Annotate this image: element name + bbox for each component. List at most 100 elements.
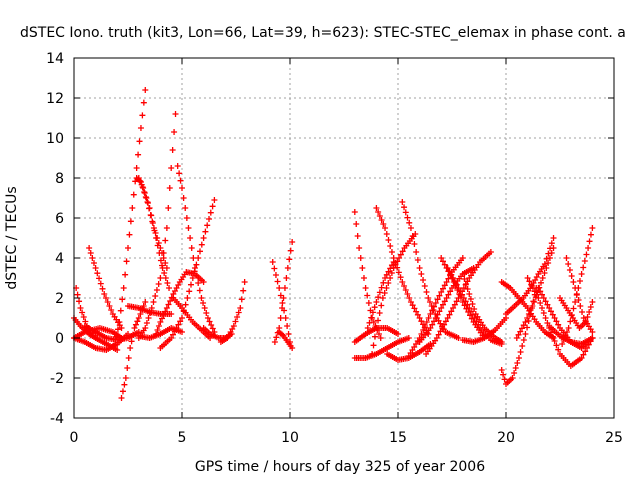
data-point	[527, 307, 534, 313]
data-point	[138, 181, 145, 188]
data-point	[539, 275, 546, 281]
data-point	[578, 271, 585, 277]
data-point	[541, 270, 548, 276]
data-point	[127, 345, 134, 351]
data-point	[462, 298, 469, 305]
data-point	[500, 371, 507, 378]
data-point	[407, 225, 414, 231]
data-point	[387, 243, 394, 249]
data-point	[395, 269, 402, 276]
data-point	[537, 288, 544, 295]
data-point	[176, 170, 183, 177]
data-point	[360, 275, 367, 281]
data-point	[204, 315, 211, 321]
data-point	[162, 275, 169, 281]
data-point	[135, 175, 142, 181]
data-point	[284, 265, 291, 271]
data-point	[406, 295, 413, 301]
data-point	[530, 285, 536, 291]
data-point	[125, 355, 132, 361]
data-point	[511, 370, 518, 376]
data-point	[431, 303, 437, 310]
data-point	[416, 265, 423, 271]
data-point	[129, 205, 136, 211]
data-point	[383, 231, 390, 237]
data-point	[281, 285, 288, 291]
data-point	[140, 185, 147, 191]
data-point	[96, 275, 103, 282]
data-point	[142, 87, 149, 93]
data-point	[464, 301, 471, 308]
data-point	[168, 311, 175, 317]
data-point	[388, 249, 395, 255]
data-point	[354, 233, 361, 239]
data-point	[209, 325, 216, 332]
data-point	[385, 268, 392, 275]
data-point	[166, 185, 173, 191]
data-point	[418, 271, 425, 277]
data-point	[570, 305, 577, 312]
data-point	[429, 321, 436, 328]
data-point	[457, 288, 464, 295]
y-tick-label: 8	[55, 171, 64, 187]
data-point	[427, 325, 434, 331]
data-point	[162, 237, 169, 244]
data-point	[279, 305, 286, 311]
data-point	[459, 255, 466, 261]
data-point	[116, 319, 123, 325]
data-point	[531, 288, 538, 295]
data-point	[193, 272, 200, 279]
data-point	[364, 325, 371, 331]
data-point	[434, 296, 441, 303]
data-point	[395, 331, 401, 337]
data-point	[468, 308, 475, 315]
data-point	[187, 235, 194, 241]
data-point	[144, 200, 151, 206]
data-point	[459, 291, 466, 298]
data-point	[371, 333, 378, 340]
data-point	[467, 296, 474, 302]
data-point	[550, 335, 557, 341]
data-point	[518, 325, 525, 332]
data-point	[387, 275, 394, 281]
data-point	[572, 299, 579, 305]
data-point	[153, 287, 160, 293]
data-point	[548, 240, 555, 247]
data-point	[364, 292, 371, 299]
data-point	[441, 298, 448, 305]
data-point	[139, 112, 146, 119]
data-point	[407, 299, 414, 305]
data-point	[409, 233, 416, 239]
data-point	[289, 239, 296, 245]
data-point	[241, 279, 248, 285]
data-point	[117, 307, 124, 314]
data-point	[401, 283, 408, 289]
data-point	[271, 265, 278, 272]
data-point	[445, 291, 452, 298]
data-point	[175, 321, 182, 328]
data-point	[565, 325, 572, 331]
data-point	[469, 301, 476, 307]
data-point	[399, 279, 406, 285]
series-dstec	[71, 87, 596, 401]
data-point	[553, 318, 560, 325]
data-point	[549, 333, 556, 340]
data-point	[272, 272, 279, 278]
data-point	[528, 281, 535, 288]
data-point	[180, 195, 187, 201]
data-point	[160, 250, 167, 256]
data-point	[441, 261, 448, 268]
data-point	[157, 319, 164, 325]
data-point	[177, 318, 184, 325]
data-point	[276, 285, 283, 291]
data-point	[185, 225, 192, 231]
x-tick-label: 20	[497, 430, 515, 446]
data-point	[159, 262, 166, 269]
data-point	[543, 255, 550, 262]
data-point	[375, 209, 382, 215]
data-point	[371, 304, 378, 311]
data-point	[436, 308, 443, 315]
data-point	[206, 216, 212, 222]
data-point	[277, 315, 284, 321]
data-point	[200, 235, 207, 241]
